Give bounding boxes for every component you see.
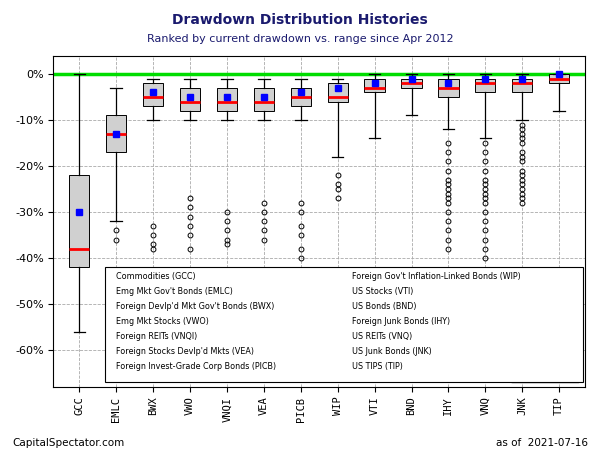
Bar [290,88,311,106]
Text: Foreign Invest-Grade Corp Bonds (PICB): Foreign Invest-Grade Corp Bonds (PICB) [116,362,277,371]
Text: US TIPS (TIP): US TIPS (TIP) [352,362,403,371]
Bar [69,175,89,267]
Legend: median, current, GMLF: median, current, GMLF [509,333,580,382]
Bar [143,83,163,106]
Text: US Junk Bonds (JNK): US Junk Bonds (JNK) [352,347,431,356]
Text: Drawdown Distribution Histories: Drawdown Distribution Histories [172,14,428,27]
Bar [401,78,422,88]
Bar [475,78,496,92]
Text: Foreign REITs (VNQI): Foreign REITs (VNQI) [116,332,197,341]
Text: as of  2021-07-16: as of 2021-07-16 [496,437,588,447]
Text: US REITs (VNQ): US REITs (VNQ) [352,332,412,341]
Bar [512,78,532,92]
Bar [549,74,569,83]
Text: Commodities (GCC): Commodities (GCC) [116,272,196,281]
Bar [105,267,583,382]
Bar [364,78,385,92]
Text: CapitalSpectator.com: CapitalSpectator.com [12,437,124,447]
Bar [438,78,458,97]
Text: Foreign Junk Bonds (IHY): Foreign Junk Bonds (IHY) [352,317,449,326]
Bar [180,88,200,111]
Text: Emg Mkt Stocks (VWO): Emg Mkt Stocks (VWO) [116,317,209,326]
Text: Foreign Gov't Inflation-Linked Bonds (WIP): Foreign Gov't Inflation-Linked Bonds (WI… [352,272,520,281]
Text: Foreign Devlp'd Mkt Gov't Bonds (BWX): Foreign Devlp'd Mkt Gov't Bonds (BWX) [116,302,275,311]
Text: Emg Mkt Gov't Bonds (EMLC): Emg Mkt Gov't Bonds (EMLC) [116,287,233,296]
Text: Ranked by current drawdown vs. range since Apr 2012: Ranked by current drawdown vs. range sin… [146,34,454,44]
Text: US Stocks (VTI): US Stocks (VTI) [352,287,413,296]
Text: Foreign Stocks Devlp'd Mkts (VEA): Foreign Stocks Devlp'd Mkts (VEA) [116,347,254,356]
Bar [328,83,348,102]
Bar [217,88,237,111]
Bar [254,88,274,111]
Bar [106,115,127,152]
Text: US Bonds (BND): US Bonds (BND) [352,302,416,311]
